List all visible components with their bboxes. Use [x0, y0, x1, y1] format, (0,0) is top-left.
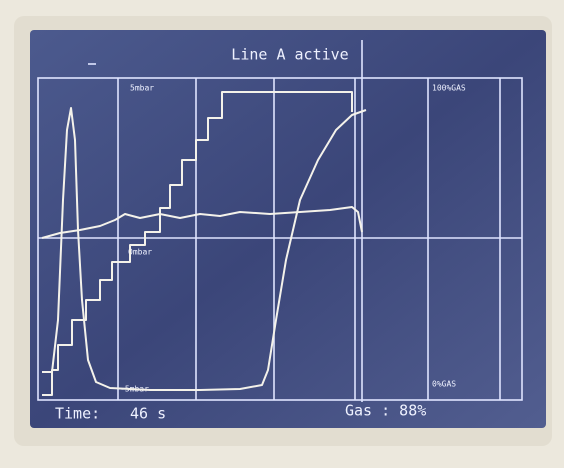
screen-title: Line A active [231, 46, 348, 64]
display-photo: Line A active 5mbar 0mbar -5mbar 100%GAS… [0, 0, 564, 468]
axis-label: 0%GAS [432, 380, 456, 389]
axis-label: 100%GAS [432, 84, 466, 93]
screen [30, 30, 546, 428]
time-value: 46 s [130, 405, 166, 423]
axis-label: 0mbar [128, 248, 152, 257]
gas-readout: Gas : 88% [345, 402, 426, 420]
time-label: Time: [55, 405, 100, 423]
axis-label: 5mbar [130, 84, 154, 93]
